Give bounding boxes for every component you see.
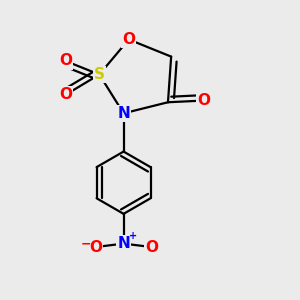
Text: O: O [59,87,72,102]
Text: +: + [129,231,137,241]
Text: O: O [197,93,210,108]
Text: N: N [117,106,130,121]
Text: O: O [89,239,102,254]
Text: O: O [59,53,72,68]
Text: −: − [80,238,91,251]
Text: S: S [94,67,105,82]
Text: O: O [122,32,135,47]
Text: N: N [117,236,130,251]
Text: O: O [145,239,158,254]
